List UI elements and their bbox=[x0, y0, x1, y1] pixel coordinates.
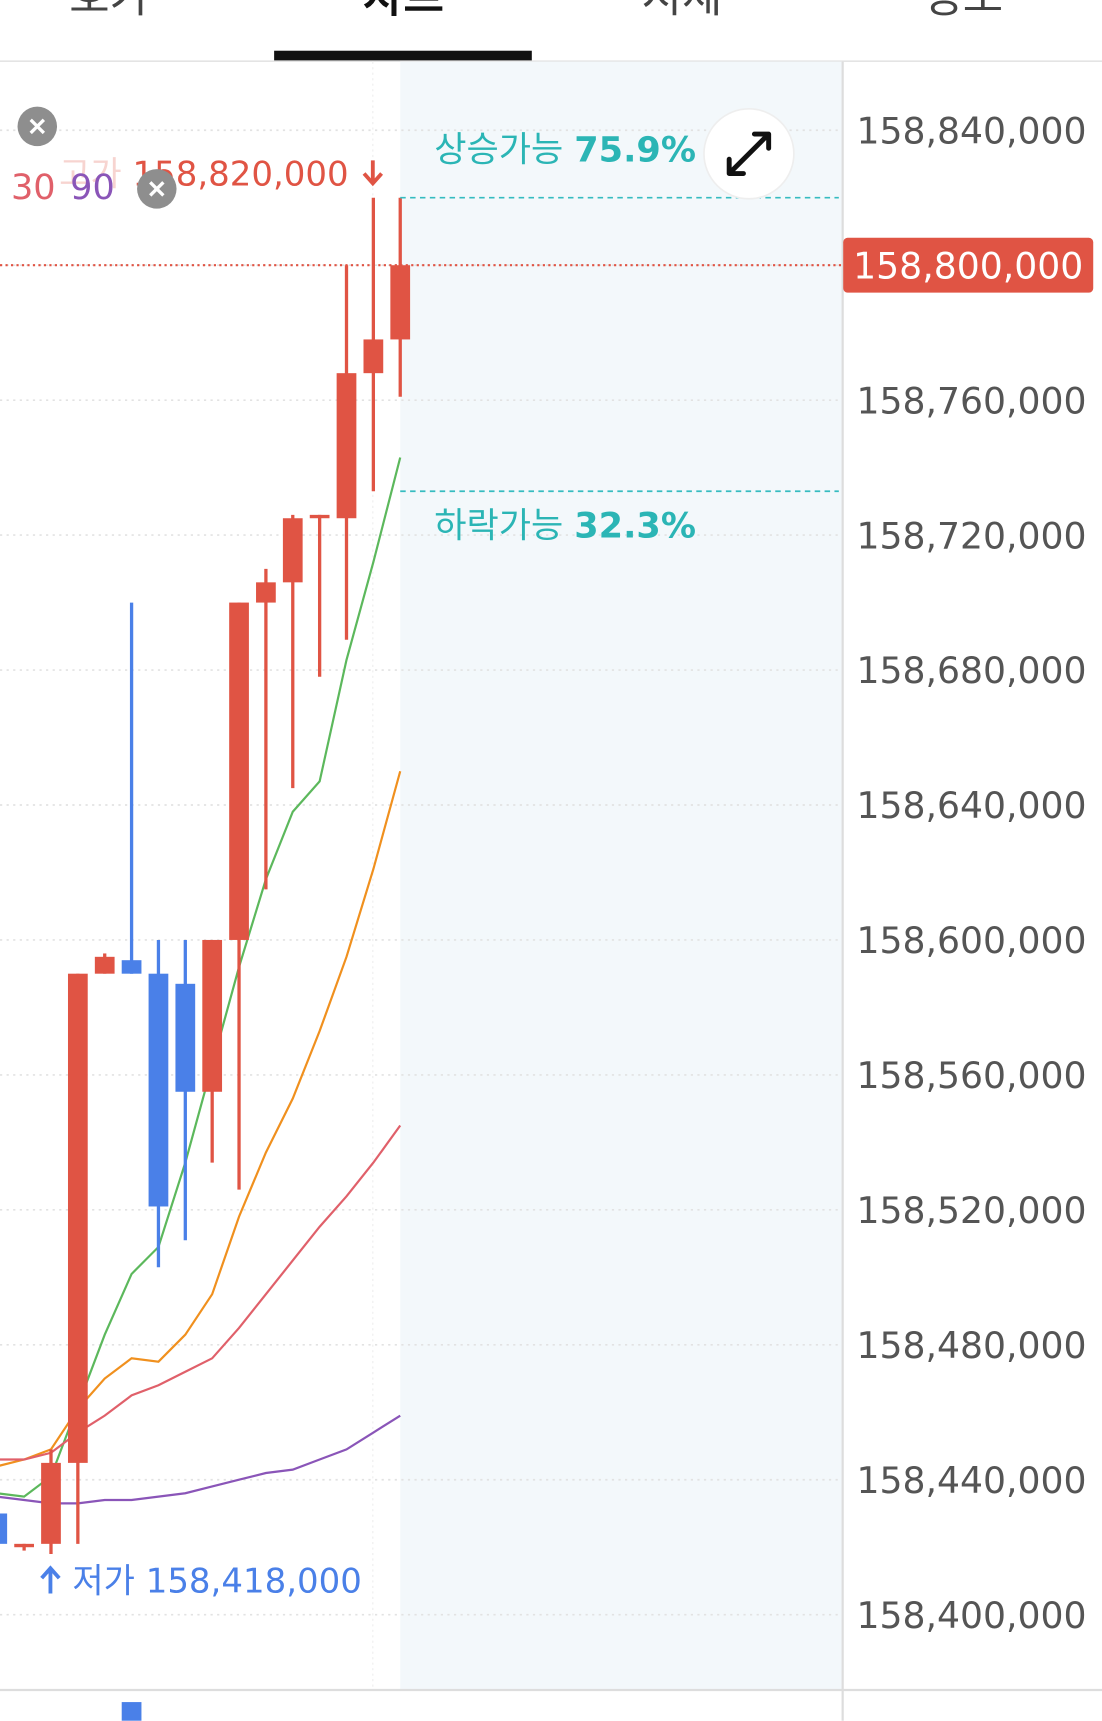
chance-text: 하락가능 bbox=[434, 505, 563, 546]
ma-line bbox=[0, 1414, 401, 1505]
candle-body bbox=[229, 602, 249, 940]
y-tick-label: 158,760,000 bbox=[856, 379, 1086, 422]
y-tick-label: 158,440,000 bbox=[856, 1459, 1086, 1502]
y-tick-label: 158,600,000 bbox=[856, 919, 1086, 962]
candle-body bbox=[14, 1543, 34, 1548]
candles bbox=[0, 197, 411, 1554]
ma-line bbox=[0, 1124, 402, 1461]
ma-line bbox=[0, 457, 402, 1498]
future-area bbox=[400, 61, 843, 1689]
chance-text: 상승가능 bbox=[434, 130, 563, 171]
y-tick-label: 158,680,000 bbox=[856, 649, 1086, 692]
candle-body bbox=[309, 514, 330, 519]
current-price-box bbox=[843, 237, 1094, 293]
candle-body bbox=[282, 518, 303, 583]
tab[interactable]: 정보 bbox=[922, 0, 1003, 22]
y-tick-label: 158,400,000 bbox=[856, 1594, 1086, 1637]
candle-body bbox=[94, 956, 115, 974]
close-icon bbox=[149, 181, 165, 197]
candle-body bbox=[0, 1513, 8, 1544]
candle-body bbox=[175, 983, 196, 1092]
candle-body bbox=[202, 939, 223, 1092]
expand-icon bbox=[726, 131, 772, 176]
volume-bar bbox=[121, 1702, 142, 1721]
candle-body bbox=[336, 373, 357, 519]
y-tick-label: 158,520,000 bbox=[856, 1189, 1086, 1232]
candle-body bbox=[41, 1462, 61, 1544]
tab[interactable]: 호가 bbox=[69, 0, 150, 22]
candle-body bbox=[363, 339, 384, 374]
current-price-label: 158,800,000 bbox=[853, 244, 1083, 287]
chance-label: 하락가능 32.3% bbox=[434, 505, 696, 546]
moving-averages bbox=[0, 457, 402, 1505]
tab-underline bbox=[274, 50, 532, 61]
y-tick-label: 158,640,000 bbox=[856, 784, 1086, 827]
candle-body bbox=[256, 582, 276, 603]
legend-entry[interactable]: 90 bbox=[70, 167, 115, 208]
chance-label: 상승가능 75.9% bbox=[434, 130, 696, 171]
high-arrow bbox=[362, 160, 384, 187]
tab[interactable]: 시세 bbox=[642, 0, 723, 22]
low-label: 저가 158,418,000 bbox=[72, 1561, 362, 1601]
low-arrow bbox=[40, 1565, 61, 1594]
legend-bg bbox=[0, 149, 132, 205]
candle-body bbox=[67, 973, 88, 1463]
candle-body bbox=[390, 265, 411, 340]
grid bbox=[0, 129, 843, 1616]
tab-bar bbox=[0, 0, 1102, 61]
ma-line bbox=[0, 770, 402, 1467]
y-tick-label: 158,840,000 bbox=[856, 109, 1086, 152]
candle-body bbox=[121, 960, 142, 974]
y-tick-label: 158,480,000 bbox=[856, 1324, 1086, 1367]
chance-value: 32.3% bbox=[574, 505, 696, 546]
chance-value: 75.9% bbox=[574, 130, 696, 171]
y-tick-label: 158,560,000 bbox=[856, 1054, 1086, 1097]
legend-entry[interactable]: 30 bbox=[11, 167, 56, 208]
tab-active[interactable]: 차트 bbox=[363, 0, 444, 22]
close-icon bbox=[29, 118, 46, 135]
annotations: 158,400,000 158,440,000 158,480,000 158,520… bbox=[0, 106, 1094, 1637]
y-tick-label: 158,720,000 bbox=[856, 514, 1086, 557]
candle-body bbox=[148, 973, 169, 1207]
